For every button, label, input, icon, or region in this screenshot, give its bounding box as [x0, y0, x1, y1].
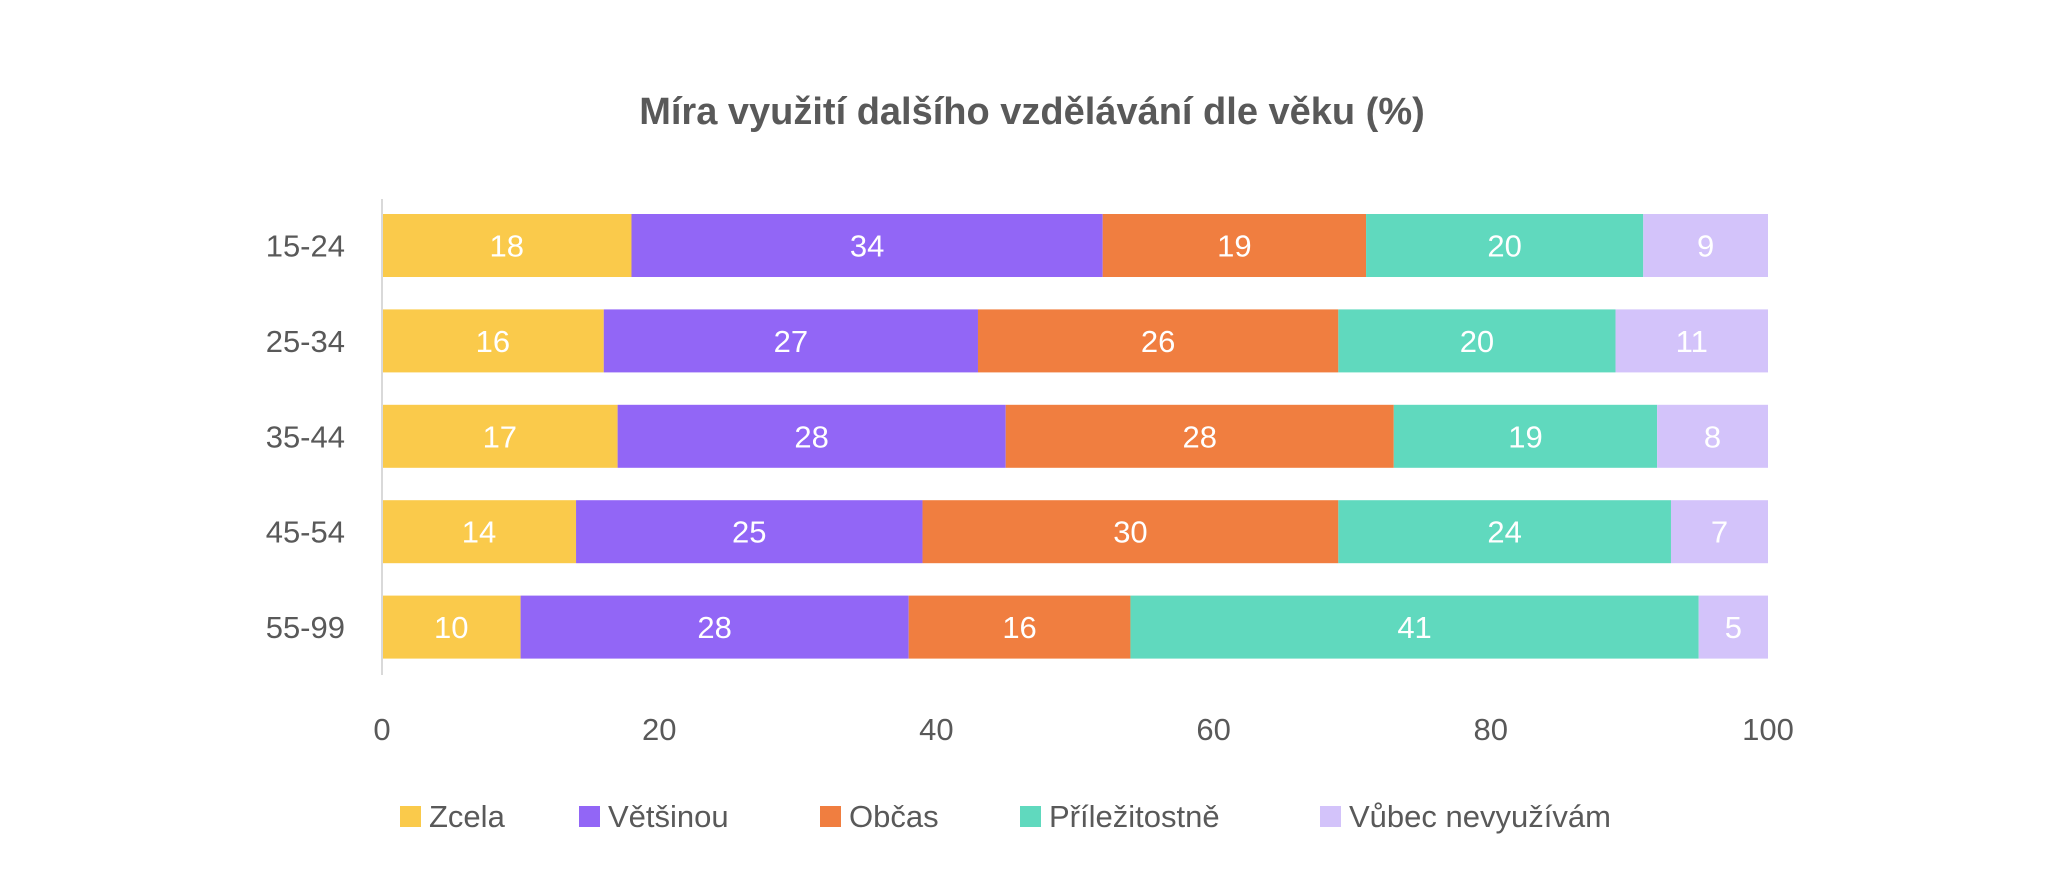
legend-item: Zcela	[400, 799, 506, 834]
category-labels: 15-24 25-34 35-44 45-54 55-99	[266, 229, 345, 646]
data-label: 8	[1704, 419, 1721, 454]
data-label: 9	[1697, 229, 1714, 264]
bars: 18 34 19 20 9 16 27 26 20 11 17 28 28 19 8 14 25 30 24 7 10 2…	[382, 214, 1768, 659]
data-label: 20	[1460, 324, 1494, 359]
data-label: 19	[1508, 419, 1542, 454]
x-tick-label: 60	[1196, 712, 1230, 747]
bar-segment	[1005, 404, 1394, 468]
legend-item: Většinou	[579, 799, 729, 834]
x-tick-label: 80	[1474, 712, 1508, 747]
data-label: 26	[1141, 324, 1175, 359]
bar-segment	[1615, 309, 1768, 373]
legend-swatch	[400, 806, 421, 827]
data-label: 11	[1676, 324, 1708, 359]
bar-segment	[1393, 404, 1658, 468]
bar-segment	[1130, 595, 1699, 659]
legend-item: Občas	[820, 799, 939, 834]
bar-segment	[1698, 595, 1768, 659]
chart-title: Míra využití dalšího vzdělávání dle věku…	[639, 91, 1425, 133]
bar-segment	[617, 404, 1006, 468]
bar-segment	[576, 500, 923, 564]
bar-segment	[908, 595, 1131, 659]
legend: Zcela Většinou Občas Příležitostně Vůbec nev…	[400, 799, 1611, 834]
data-label: 34	[850, 229, 884, 264]
category-label: 25-34	[266, 324, 345, 359]
legend-swatch	[1020, 806, 1041, 827]
legend-swatch	[1320, 806, 1341, 827]
data-label: 41	[1397, 610, 1431, 645]
bar-segment	[520, 595, 909, 659]
data-label: 10	[434, 610, 468, 645]
data-label: 28	[794, 419, 828, 454]
legend-swatch	[579, 806, 600, 827]
data-label: 7	[1711, 515, 1728, 550]
category-label: 35-44	[266, 419, 345, 454]
data-label: 28	[1182, 419, 1216, 454]
x-axis-ticks: 0 20 40 60 80 100	[373, 712, 1793, 747]
bar-segment	[382, 404, 618, 468]
category-label: 45-54	[266, 515, 345, 550]
data-label: 27	[774, 324, 808, 359]
x-tick-label: 100	[1742, 712, 1794, 747]
data-label: 28	[697, 610, 731, 645]
legend-swatch	[820, 806, 841, 827]
x-tick-label: 20	[642, 712, 676, 747]
bar-segment	[922, 500, 1339, 564]
bar-segment	[1643, 214, 1768, 277]
bar-segment	[382, 214, 632, 277]
data-label: 16	[1002, 610, 1036, 645]
legend-label: Zcela	[429, 799, 506, 834]
data-label: 5	[1725, 610, 1742, 645]
bar-segment	[1338, 309, 1616, 373]
data-label: 17	[483, 419, 517, 454]
x-tick-label: 40	[919, 712, 953, 747]
bar-segment	[382, 309, 604, 373]
x-tick-label: 0	[373, 712, 390, 747]
bar-segment	[382, 500, 577, 564]
bar-segment	[977, 309, 1339, 373]
bar-segment	[1670, 500, 1768, 564]
bar-segment	[1366, 214, 1644, 277]
legend-label: Občas	[849, 799, 939, 834]
category-label: 55-99	[266, 610, 345, 645]
data-label: 20	[1487, 229, 1521, 264]
data-label: 19	[1217, 229, 1251, 264]
legend-item: Příležitostně	[1020, 799, 1220, 834]
legend-label: Vůbec nevyužívám	[1349, 799, 1611, 834]
data-label: 18	[489, 229, 523, 264]
legend-label: Příležitostně	[1049, 799, 1220, 834]
bar-segment	[1338, 500, 1671, 564]
bar-segment	[631, 214, 1103, 277]
bar-segment	[382, 595, 521, 659]
data-label: 16	[476, 324, 510, 359]
legend-item: Vůbec nevyužívám	[1320, 799, 1611, 834]
data-label: 25	[732, 515, 766, 550]
bar-segment	[1657, 404, 1768, 468]
data-label: 14	[462, 515, 496, 550]
data-label: 30	[1113, 515, 1147, 550]
bar-segment	[1102, 214, 1367, 277]
legend-label: Většinou	[608, 799, 729, 834]
data-label: 24	[1487, 515, 1521, 550]
category-label: 15-24	[266, 229, 345, 264]
bar-segment	[603, 309, 978, 373]
